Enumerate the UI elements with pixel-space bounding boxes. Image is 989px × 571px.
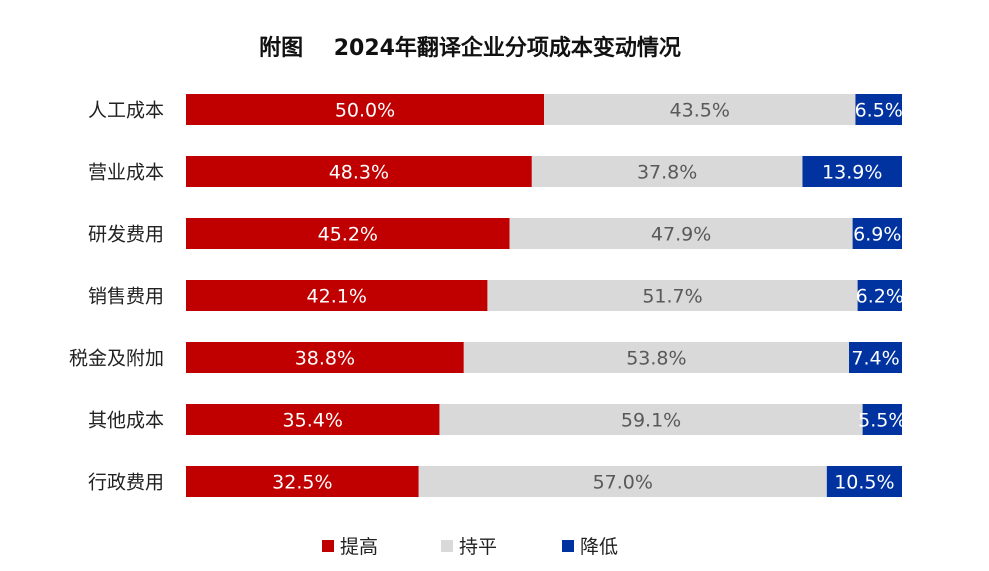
category-label: 人工成本	[88, 100, 164, 122]
bar-segment-flat	[531, 156, 803, 187]
bar-segment-up	[186, 404, 440, 435]
bar-segment-down	[852, 218, 902, 249]
data-label-up: 35.4%	[283, 410, 343, 432]
data-label-up: 45.2%	[318, 224, 378, 246]
data-label-down: 6.2%	[856, 286, 904, 308]
bar-segment-up	[186, 342, 464, 373]
data-label-flat: 53.8%	[626, 348, 686, 370]
legend-label-flat: 持平	[459, 536, 498, 558]
data-label-flat: 51.7%	[642, 286, 702, 308]
legend-item-flat: 持平	[441, 532, 497, 559]
legend-swatch-increase	[322, 539, 334, 552]
data-label-up: 32.5%	[272, 472, 332, 494]
data-label-up: 50.0%	[335, 100, 395, 122]
category-label: 行政费用	[88, 472, 164, 494]
bar-segment-up	[186, 280, 488, 311]
data-label-up: 48.3%	[329, 162, 389, 184]
data-label-down: 13.9%	[822, 162, 882, 184]
bar-segment-flat	[463, 342, 850, 373]
bar-segment-flat	[487, 280, 858, 311]
bar-segment-down	[802, 156, 902, 187]
bar-segment-flat	[439, 404, 863, 435]
data-label-down: 7.4%	[851, 348, 899, 370]
data-label-down: 10.5%	[834, 472, 894, 494]
bar-segment-flat	[509, 218, 853, 249]
category-label: 销售费用	[88, 286, 164, 308]
bar-segment-down	[857, 280, 902, 311]
bar-segment-down	[849, 342, 902, 373]
data-label-flat: 59.1%	[621, 410, 681, 432]
bar-segment-down	[855, 94, 902, 125]
category-label: 营业成本	[88, 162, 164, 184]
legend-label-decrease: 降低	[580, 536, 619, 558]
bar-segment-down	[862, 404, 902, 435]
legend-item-increase: 提高	[322, 532, 378, 559]
chart-title: 附图 2024年翻译企业分项成本变动情况	[259, 36, 681, 61]
category-label: 其他成本	[88, 410, 164, 432]
legend-swatch-flat	[441, 539, 453, 552]
data-label-flat: 47.9%	[651, 224, 711, 246]
data-label-down: 6.9%	[853, 224, 901, 246]
bar-segment-up	[186, 218, 510, 249]
data-label-up: 42.1%	[307, 286, 367, 308]
data-label-down: 5.5%	[858, 410, 906, 432]
data-label-down: 6.5%	[855, 100, 903, 122]
bar-segment-up	[186, 466, 419, 497]
legend-swatch-decrease	[562, 539, 574, 552]
bar-segment-up	[186, 94, 544, 125]
data-label-up: 38.8%	[295, 348, 355, 370]
data-label-flat: 43.5%	[670, 100, 730, 122]
category-label: 税金及附加	[69, 348, 164, 370]
category-label: 研发费用	[88, 224, 164, 246]
bar-segment-flat	[418, 466, 827, 497]
legend-label-increase: 提高	[340, 536, 379, 558]
bar-segment-flat	[544, 94, 856, 125]
data-label-flat: 57.0%	[593, 472, 653, 494]
data-label-flat: 37.8%	[637, 162, 697, 184]
legend-item-decrease: 降低	[562, 532, 618, 559]
legend: 提高 持平 降低	[0, 532, 989, 560]
bar-segment-down	[826, 466, 902, 497]
bar-segment-up	[186, 156, 532, 187]
